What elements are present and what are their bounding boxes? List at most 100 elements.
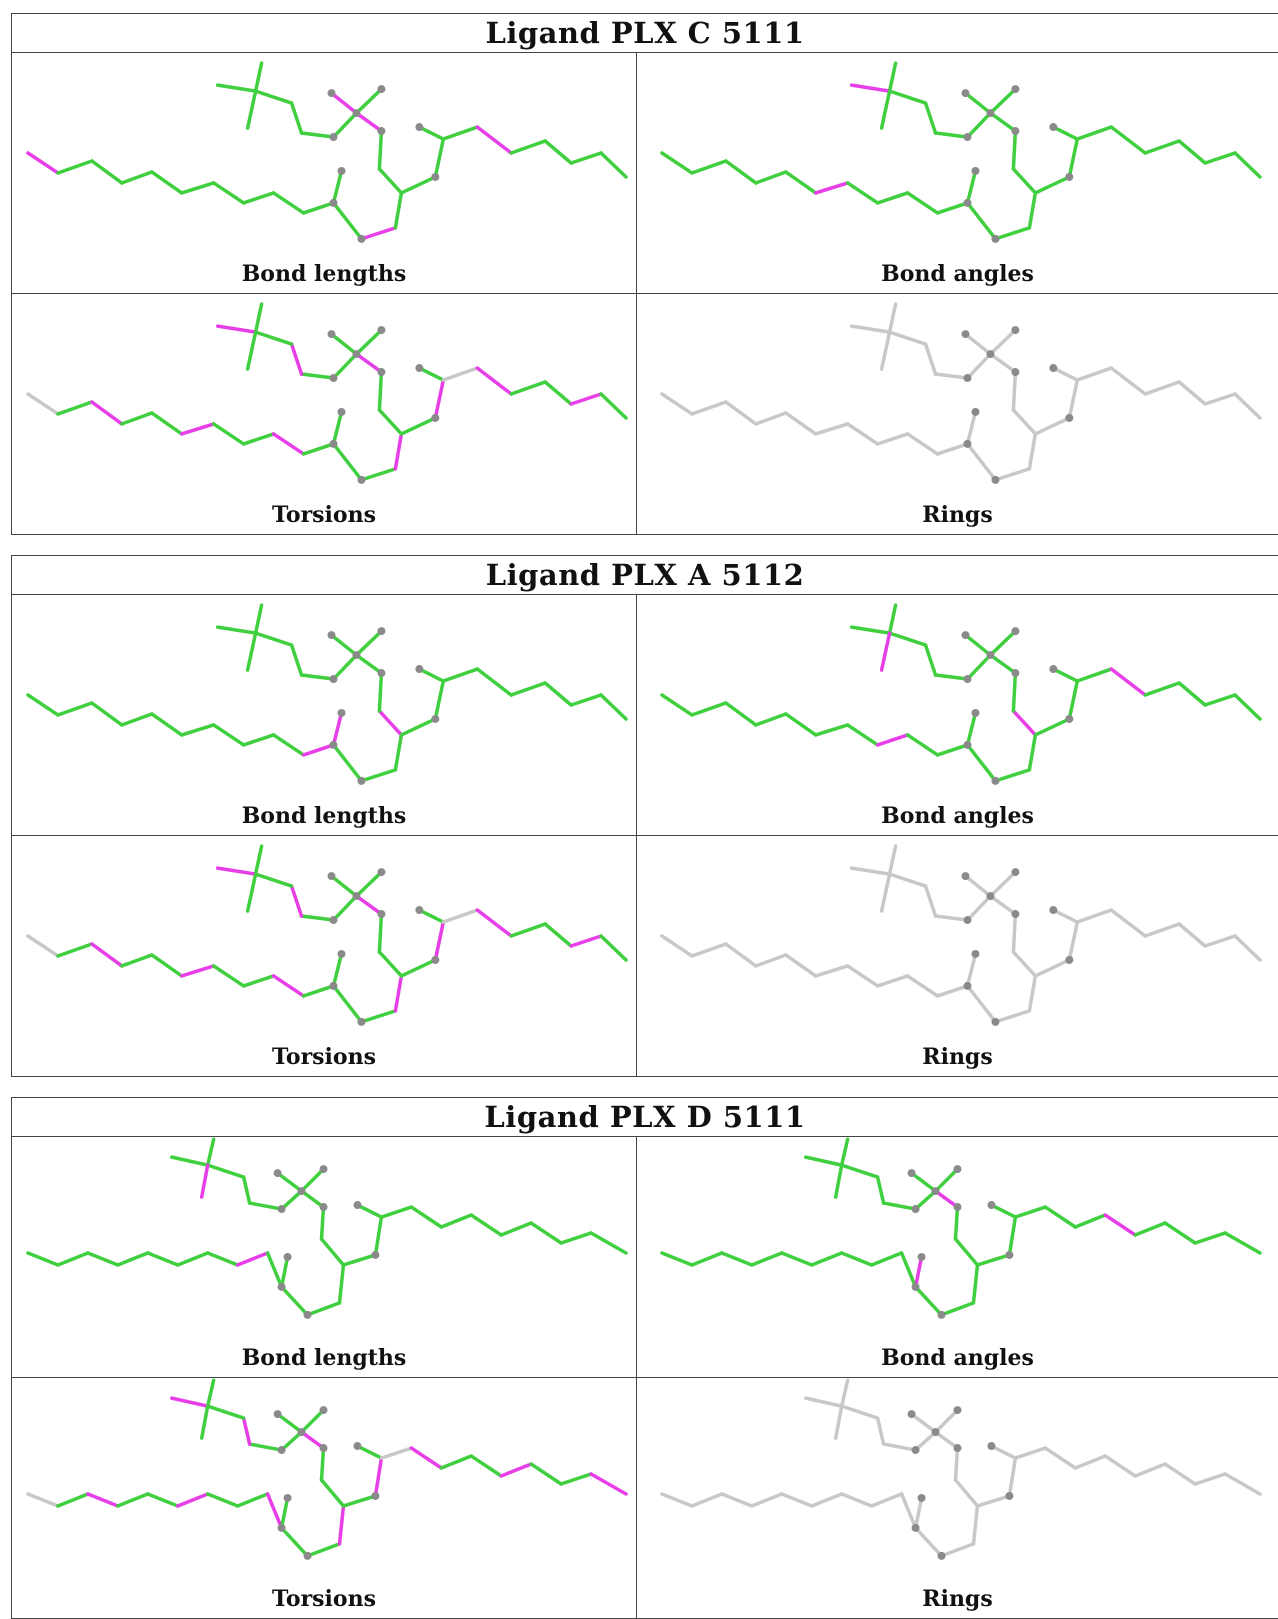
atom-marker: [357, 475, 366, 484]
molecule-structure: [26, 1137, 628, 1319]
bond-backbone: [253, 872, 294, 888]
panel-torsions: Torsions: [12, 294, 636, 534]
bond-chain-left: [935, 984, 970, 998]
bond-chain-left: [750, 1492, 784, 1508]
bond-chain-left: [116, 1492, 150, 1508]
atom-marker: [329, 740, 338, 749]
bond-backbone: [247, 1442, 284, 1452]
atom-marker: [937, 1310, 946, 1319]
bond-chain-left: [750, 1251, 784, 1267]
bond-backbone: [253, 631, 294, 647]
bond-backbone: [299, 1189, 326, 1209]
bond-backbone: [933, 372, 970, 380]
bond-junction: [989, 1444, 1018, 1460]
atom-marker: [283, 1252, 292, 1261]
bond-chain-left: [120, 170, 154, 185]
bond-chain-left: [179, 964, 216, 978]
bond-chain-left: [120, 411, 154, 426]
bond-junction: [1067, 137, 1080, 179]
bond-junction: [433, 378, 446, 420]
bond-backbone: [319, 1478, 346, 1508]
atom-marker: [431, 413, 440, 422]
molecule-structure: [660, 1378, 1262, 1560]
bond-chain-left: [905, 191, 940, 215]
bond-chain-right: [475, 667, 513, 697]
bond-terminal-group: [245, 872, 258, 913]
bond-backbone: [205, 1163, 246, 1179]
bond-chain-right: [409, 1205, 444, 1229]
bond-junction: [1051, 908, 1080, 924]
atom-marker: [371, 1250, 380, 1259]
bond-branch: [963, 874, 993, 898]
bond-chain-left: [935, 442, 970, 456]
bond-chain-right: [475, 908, 513, 938]
bond-linker: [393, 191, 404, 230]
bond-backbone: [1011, 167, 1038, 195]
bond-junction: [1007, 1456, 1018, 1498]
bond-terminal-group: [849, 324, 892, 334]
bond-chain-left: [211, 181, 246, 205]
bond-chain-left: [271, 974, 306, 998]
bond-chain-right: [599, 392, 628, 420]
ligand-block-2: Ligand PLX A 5112 Bond lengths Bond angl…: [11, 555, 1278, 1077]
bond-chain-right: [1233, 693, 1262, 721]
atom-marker: [1005, 1491, 1014, 1500]
bond-chain-right: [1177, 922, 1207, 948]
bond-chain-left: [241, 733, 276, 747]
bond-chain-left: [271, 191, 306, 215]
bond-chain-right: [599, 151, 628, 179]
bond-chain-left: [780, 1492, 814, 1508]
molecule-structure: [660, 1137, 1262, 1319]
atom-marker: [917, 1252, 926, 1261]
bond-junction: [417, 667, 446, 683]
bond-chain-right: [1163, 1221, 1197, 1245]
bond-linker: [971, 1504, 980, 1546]
bond-side: [331, 410, 344, 446]
molecule-structure: [26, 844, 628, 1026]
bond-branch: [988, 870, 1018, 898]
bond-linker: [965, 984, 998, 1024]
bond-chain-left: [784, 953, 818, 978]
bond-chain-left: [839, 1251, 874, 1267]
bond-chain-left: [660, 392, 694, 416]
atom-marker: [329, 198, 338, 207]
bond-linker: [393, 733, 404, 772]
atom-marker: [431, 172, 440, 181]
bond-branch: [329, 874, 359, 898]
bond-chain-left: [754, 411, 788, 426]
bond-chain-right: [543, 380, 573, 406]
atom-marker: [352, 109, 361, 118]
bond-chain-right: [409, 1446, 444, 1470]
bond-chain-right: [1143, 922, 1181, 938]
bond-backbone: [1011, 129, 1018, 171]
bond-backbone: [241, 1175, 252, 1205]
bond-branch: [933, 1408, 960, 1434]
bond-chain-left: [724, 400, 758, 426]
atom-marker: [937, 1551, 946, 1560]
bond-linker: [393, 432, 404, 471]
atom-marker: [297, 1187, 306, 1196]
bond-chain-left: [150, 170, 184, 195]
bond-chain-left: [899, 1492, 918, 1530]
bond-backbone: [887, 89, 928, 105]
bond-junction: [399, 416, 438, 436]
bond-linker: [993, 1009, 1032, 1024]
bond-terminal-group: [849, 83, 892, 93]
bond-chain-left: [241, 974, 276, 988]
bond-terminal-group: [205, 1378, 216, 1408]
bond-linker: [993, 768, 1032, 783]
bond-junction: [975, 1253, 1012, 1267]
bond-chain-right: [1223, 1472, 1262, 1496]
molecule-image: [26, 603, 628, 785]
bond-branch: [275, 1171, 304, 1193]
panel-caption: Rings: [922, 1586, 993, 1612]
bond-backbone: [319, 1205, 326, 1241]
atom-marker: [277, 1446, 286, 1455]
bond-chain-right: [439, 1454, 474, 1470]
bond-terminal-group: [253, 302, 264, 334]
bond-backbone: [1011, 408, 1038, 436]
atom-marker: [953, 1406, 962, 1415]
bond-chain-right: [569, 392, 603, 406]
bond-backbone: [331, 352, 359, 380]
bond-terminal-group: [253, 603, 264, 635]
